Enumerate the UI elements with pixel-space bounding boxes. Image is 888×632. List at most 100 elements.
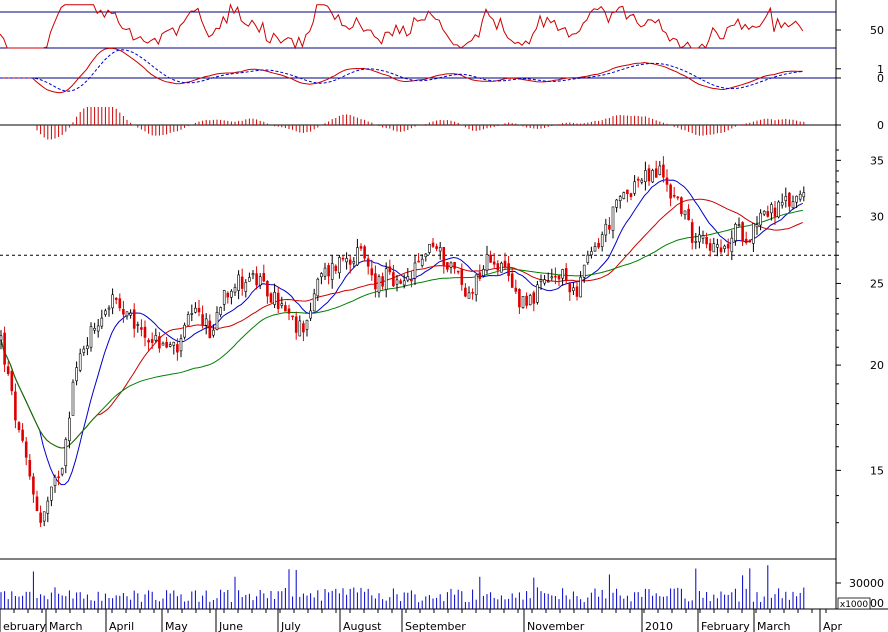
candle bbox=[590, 246, 593, 259]
candle bbox=[662, 156, 665, 183]
candle bbox=[471, 288, 474, 300]
candle bbox=[266, 280, 269, 304]
candle bbox=[147, 338, 150, 351]
candle bbox=[798, 190, 802, 202]
candle bbox=[75, 361, 78, 386]
candle bbox=[320, 272, 323, 285]
candle bbox=[561, 268, 564, 286]
candle bbox=[305, 319, 309, 337]
candle bbox=[575, 280, 579, 301]
candle bbox=[118, 293, 122, 312]
x-tick-label: September bbox=[405, 620, 466, 632]
candle bbox=[222, 289, 226, 311]
x-tick-label: March bbox=[49, 620, 83, 632]
candle bbox=[636, 176, 640, 188]
candle bbox=[442, 246, 446, 274]
candle bbox=[467, 286, 471, 299]
candle bbox=[125, 311, 129, 320]
candle bbox=[251, 270, 255, 280]
candle bbox=[0, 330, 3, 350]
volume-panel bbox=[0, 565, 805, 609]
candle bbox=[752, 222, 755, 253]
candle bbox=[226, 291, 230, 304]
candle bbox=[521, 296, 525, 309]
candle bbox=[780, 193, 784, 209]
candle bbox=[597, 238, 600, 250]
candle bbox=[42, 511, 46, 527]
candle bbox=[96, 318, 100, 338]
candle bbox=[568, 282, 572, 301]
candle bbox=[186, 311, 190, 326]
candle bbox=[464, 283, 467, 298]
candle bbox=[93, 322, 96, 334]
candle bbox=[341, 255, 345, 262]
candle bbox=[438, 241, 442, 260]
candle bbox=[478, 264, 482, 282]
candle bbox=[248, 272, 251, 282]
candle bbox=[759, 209, 762, 231]
candle bbox=[654, 160, 658, 178]
candle bbox=[564, 263, 568, 284]
candle bbox=[323, 262, 327, 281]
candle bbox=[3, 326, 6, 372]
candle bbox=[586, 250, 590, 265]
candle bbox=[374, 265, 377, 298]
rsi-line bbox=[0, 3, 804, 50]
candle bbox=[482, 265, 485, 278]
candle bbox=[316, 277, 320, 302]
histogram-tick-label: 0 bbox=[877, 119, 884, 132]
candle bbox=[554, 267, 557, 285]
candle bbox=[352, 257, 356, 268]
candle bbox=[701, 230, 705, 244]
candle bbox=[32, 473, 35, 503]
rsi-panel bbox=[0, 3, 836, 50]
candle bbox=[201, 305, 204, 329]
candle bbox=[309, 302, 312, 321]
candle bbox=[122, 300, 125, 323]
candle bbox=[698, 226, 701, 249]
candle bbox=[611, 206, 615, 239]
candle bbox=[593, 242, 597, 252]
x-tick-label: ebruary bbox=[3, 620, 47, 632]
oscillator-panel bbox=[0, 47, 836, 94]
candle bbox=[334, 264, 338, 274]
candle bbox=[86, 337, 89, 356]
candle bbox=[536, 280, 539, 305]
candle bbox=[582, 264, 586, 283]
candle bbox=[734, 222, 737, 246]
volume-unit-label: x1000 bbox=[840, 600, 869, 610]
candle bbox=[543, 275, 546, 286]
candle bbox=[489, 250, 492, 263]
candle bbox=[658, 160, 662, 176]
x-tick-label: August bbox=[343, 620, 382, 632]
candle bbox=[496, 260, 500, 277]
candle bbox=[104, 308, 107, 317]
candle bbox=[802, 186, 806, 202]
candle bbox=[280, 296, 284, 309]
candle bbox=[356, 238, 359, 267]
candle bbox=[676, 196, 680, 201]
candle bbox=[219, 306, 222, 318]
candle bbox=[388, 259, 392, 275]
x-tick-label: May bbox=[165, 620, 188, 632]
candle bbox=[176, 338, 179, 361]
candle bbox=[712, 237, 716, 253]
candle bbox=[64, 437, 68, 474]
candle bbox=[183, 322, 186, 340]
candle bbox=[71, 379, 75, 416]
candle bbox=[330, 255, 334, 289]
candle bbox=[215, 306, 219, 331]
candle bbox=[312, 288, 316, 312]
candle bbox=[291, 315, 294, 321]
candle bbox=[550, 268, 554, 281]
candle bbox=[395, 274, 399, 292]
x-axis: ebruary March April May June July August Septem… bbox=[0, 609, 843, 632]
candle bbox=[338, 254, 341, 279]
candle bbox=[687, 204, 690, 221]
candle bbox=[744, 231, 748, 245]
candle bbox=[690, 218, 694, 250]
candle bbox=[456, 270, 460, 275]
candle bbox=[719, 239, 723, 255]
